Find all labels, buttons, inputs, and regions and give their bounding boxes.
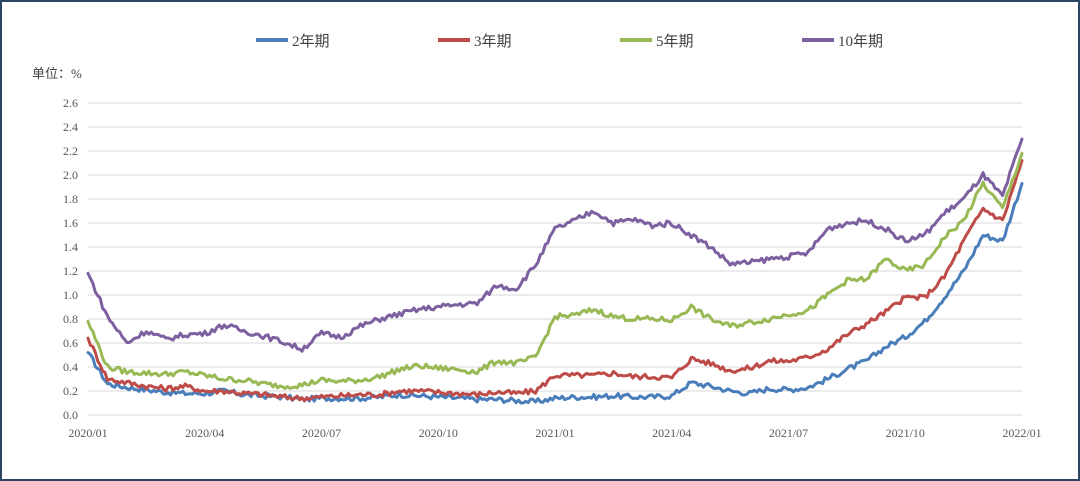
y-tick-label: 0.0	[63, 408, 78, 422]
y-tick-label: 2.0	[63, 168, 78, 182]
y-tick-label: 0.6	[63, 336, 78, 350]
series-line-5年期	[86, 151, 1024, 390]
x-tick-label: 2022/01	[1002, 426, 1041, 440]
x-tick-label: 2021/01	[535, 426, 574, 440]
x-tick-label: 2020/10	[419, 426, 458, 440]
y-tick-label: 1.0	[63, 288, 78, 302]
y-tick-label: 2.6	[63, 96, 78, 110]
x-tick-label: 2020/07	[302, 426, 341, 440]
legend-item-5y: 5年期	[620, 33, 694, 50]
x-tick-label: 2021/10	[886, 426, 925, 440]
legend-item-3y: 3年期	[438, 33, 512, 50]
x-tick-label: 2020/04	[185, 426, 224, 440]
series-line-3年期	[86, 159, 1024, 403]
x-tick-label: 2020/01	[68, 426, 107, 440]
x-tick-label: 2021/07	[769, 426, 808, 440]
plot-area	[86, 137, 1024, 405]
y-tick-label: 1.4	[63, 240, 78, 254]
legend: 2年期 3年期 5年期 10年期	[256, 33, 883, 50]
series-line-2年期	[86, 181, 1024, 405]
y-tick-label: 2.2	[63, 144, 78, 158]
x-tick-label: 2021/04	[652, 426, 691, 440]
legend-label-3y: 3年期	[474, 33, 512, 50]
legend-item-2y: 2年期	[256, 33, 330, 50]
y-tick-label: 1.6	[63, 216, 78, 230]
legend-label-5y: 5年期	[656, 33, 694, 50]
gridlines	[88, 102, 1022, 416]
legend-label-2y: 2年期	[292, 33, 330, 50]
y-tick-label: 0.4	[63, 360, 78, 374]
y-tick-label: 2.4	[63, 120, 78, 134]
y-tick-label: 0.2	[63, 384, 78, 398]
legend-item-10y: 10年期	[802, 33, 883, 50]
y-tick-label: 0.8	[63, 312, 78, 326]
legend-label-10y: 10年期	[838, 33, 883, 50]
series-line-10年期	[86, 137, 1024, 353]
y-tick-label: 1.8	[63, 192, 78, 206]
y-tick-label: 1.2	[63, 264, 78, 278]
x-axis-ticks: 2020/01 2020/04 2020/07 2020/10 2021/01 2021/…	[68, 426, 1041, 440]
y-axis-ticks: 0.0 0.2 0.4 0.6 0.8 1.0 1.2 1.4 1.6 1.8 2.0 2.2 2.4 2…	[63, 96, 78, 422]
y-axis-unit-label: 单位：%	[32, 66, 82, 81]
